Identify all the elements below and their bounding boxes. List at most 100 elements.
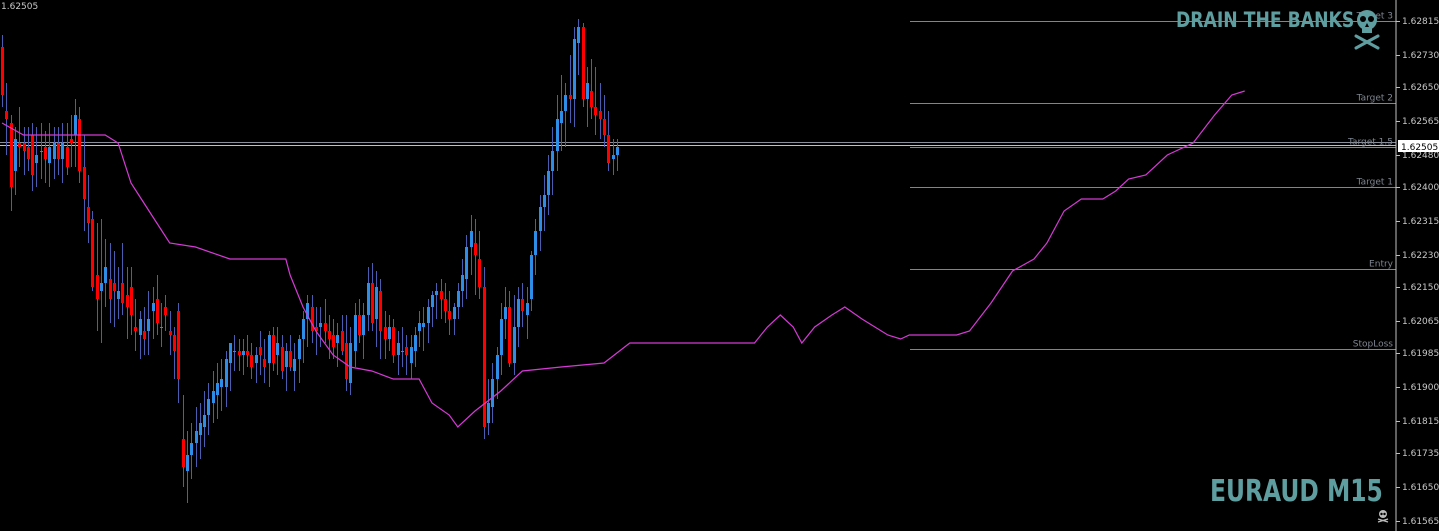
candle-body (268, 335, 271, 363)
axis-tick-label: 1.62565 (1402, 117, 1439, 127)
candle-body (410, 347, 413, 363)
candle-body (220, 379, 223, 387)
current-price-marker: 1.62505 (1398, 140, 1439, 153)
candle-body (547, 171, 550, 195)
candle-body (551, 151, 554, 171)
candle-body (182, 439, 185, 467)
candle-body (233, 351, 236, 352)
candle-body (57, 143, 60, 159)
axis-tick-label: 1.62400 (1402, 183, 1439, 193)
candle-body (281, 347, 284, 371)
candle-body (164, 307, 167, 315)
candle-body (599, 111, 602, 119)
candle-body (143, 331, 146, 339)
candle-body (470, 231, 473, 247)
candle-body (487, 403, 490, 423)
candle-body (457, 291, 460, 307)
candle-body (414, 335, 417, 351)
price-axis-labels: 1.62815 1.62730 1.62650 1.62565 1.62480 1.624… (1396, 17, 1439, 527)
current-price-box (1398, 140, 1439, 152)
candle-body (526, 303, 529, 315)
candle-body (491, 379, 494, 407)
candle-body (379, 291, 382, 331)
candle-body (332, 335, 335, 347)
candle-body (126, 295, 129, 307)
candle-body (238, 351, 241, 355)
candle-body (289, 351, 292, 367)
candle-body (534, 231, 537, 255)
candle-body (242, 351, 245, 355)
candle-body (616, 147, 619, 155)
candle-body (61, 143, 64, 159)
candle-body (345, 343, 348, 379)
axis-tick-label: 1.62230 (1402, 251, 1439, 261)
candle-body (358, 315, 361, 335)
candle-body (388, 327, 391, 339)
axis-tick-label: 1.62730 (1402, 51, 1439, 61)
candle-body (392, 327, 395, 355)
candle-body (177, 311, 180, 379)
candle-body (250, 355, 253, 367)
candle-body (160, 327, 163, 328)
candle-body (195, 431, 198, 443)
candle-body (74, 115, 77, 135)
candle-body (573, 39, 576, 99)
candle-body (1, 47, 4, 95)
candle-body (109, 279, 112, 299)
axis-tick-label: 1.61815 (1402, 417, 1439, 427)
candle-body (298, 339, 301, 359)
candle-body (435, 291, 438, 295)
candle-body (147, 319, 150, 331)
candle-body (53, 143, 56, 159)
level-label: Target 2 (1356, 94, 1393, 104)
candle-body (328, 331, 331, 339)
candle-body (405, 347, 408, 355)
candle-body (10, 123, 13, 187)
level-lines (0, 21, 1396, 350)
candle-body (83, 167, 86, 199)
candle-body (586, 83, 589, 99)
candle-body (594, 107, 597, 115)
candle-body (203, 415, 206, 427)
axis-tick-label: 1.62315 (1402, 217, 1439, 227)
trailing-stop-line (1, 90, 1245, 428)
axis-tick-label: 1.62480 (1402, 151, 1439, 161)
candle-body (508, 307, 511, 363)
candle-body (96, 275, 99, 299)
candle-body (362, 315, 365, 335)
candle-body (246, 351, 249, 355)
candle-body (401, 351, 404, 352)
candle-body (397, 343, 400, 355)
candle-body (577, 27, 580, 43)
candle-body (293, 359, 296, 371)
candle-body (78, 119, 81, 171)
candle-body (384, 327, 387, 339)
candle-body (255, 355, 258, 363)
candle-body (70, 139, 73, 143)
candle-body (35, 155, 38, 163)
candle-body (186, 455, 189, 471)
candle-body (431, 295, 434, 307)
current-price-label: 1.62505 (1401, 143, 1438, 153)
candle-body (521, 299, 524, 311)
symbol-timeframe-label: EURAUD M15 (1210, 474, 1383, 509)
axis-tick-label: 1.62815 (1402, 17, 1439, 27)
candle-body (496, 355, 499, 379)
candle-body (324, 323, 327, 331)
candle-body (100, 283, 103, 291)
candle-body (367, 283, 370, 315)
candle-body (173, 335, 176, 351)
axis-tick-label: 1.61565 (1402, 517, 1439, 527)
candle-body (336, 335, 339, 343)
candle-body (152, 303, 155, 311)
candle-body (504, 307, 507, 319)
candle-body (190, 443, 193, 455)
candle-body (354, 315, 357, 351)
candle-body (104, 267, 107, 283)
axis-tick-label: 1.62150 (1402, 283, 1439, 293)
candle-body (315, 327, 318, 331)
candle-body (40, 151, 43, 152)
skull-icon (1377, 510, 1389, 523)
candle-body (48, 147, 51, 163)
